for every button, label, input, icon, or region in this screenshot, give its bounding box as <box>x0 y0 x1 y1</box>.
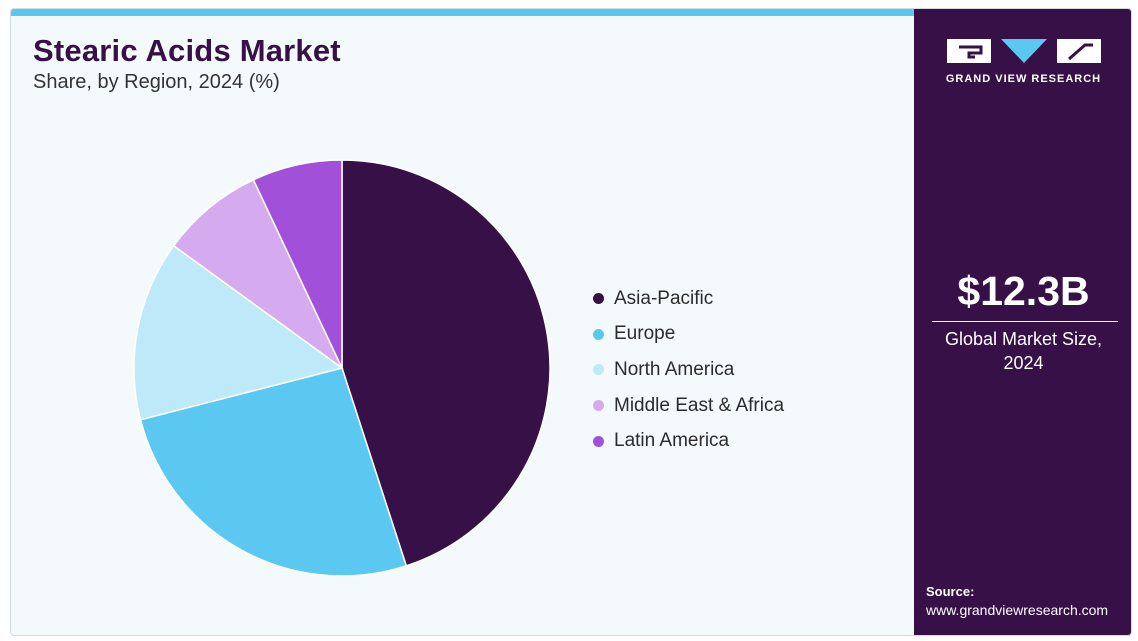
chart-title: Stearic Acids Market <box>33 33 341 68</box>
legend-swatch <box>593 435 604 447</box>
pie-slice-middle-east-africa <box>172 178 343 369</box>
legend-swatch <box>593 328 604 340</box>
legend-swatch <box>593 293 604 305</box>
accent-bar <box>11 9 914 16</box>
pie-slice-asia-pacific <box>341 159 551 567</box>
source-url[interactable]: www.grandviewresearch.com <box>926 602 1109 618</box>
market-size-label: Global Market Size, 2024 <box>914 327 1131 375</box>
legend-swatch <box>593 364 604 376</box>
pie-slice-europe <box>139 367 408 577</box>
legend-label: Europe <box>614 323 676 345</box>
legend-item: Europe <box>593 317 784 353</box>
legend-label: Middle East & Africa <box>614 394 785 416</box>
pie-slice-north-america <box>133 244 344 421</box>
gvr-logo-icon <box>947 39 1101 63</box>
legend-item: Latin America <box>593 423 784 459</box>
pie-chart <box>133 159 551 577</box>
market-size-value: $12.3B <box>957 268 1090 314</box>
pie-slice-latin-america <box>252 159 343 369</box>
legend-item: Asia-Pacific <box>593 281 784 317</box>
chart-subtitle: Share, by Region, 2024 (%) <box>33 71 280 93</box>
source-label: Source: <box>926 584 975 599</box>
info-sidebar: GRAND VIEW RESEARCH $12.3B Global Market… <box>914 9 1131 635</box>
legend-label: Asia-Pacific <box>614 287 714 309</box>
market-label-line2: 2024 <box>1003 353 1044 373</box>
market-label-line1: Global Market Size, <box>944 329 1103 349</box>
divider <box>932 321 1118 322</box>
legend-label: North America <box>614 358 735 380</box>
legend-swatch <box>593 400 604 412</box>
chart-card: Stearic Acids Market Share, by Region, 2… <box>10 8 1132 636</box>
chart-legend: Asia-Pacific Europe North America Middle Ea… <box>593 281 784 459</box>
brand-name: GRAND VIEW RESEARCH <box>945 73 1102 85</box>
legend-label: Latin America <box>614 430 730 452</box>
legend-item: Middle East & Africa <box>593 388 784 424</box>
legend-item: North America <box>593 352 784 388</box>
